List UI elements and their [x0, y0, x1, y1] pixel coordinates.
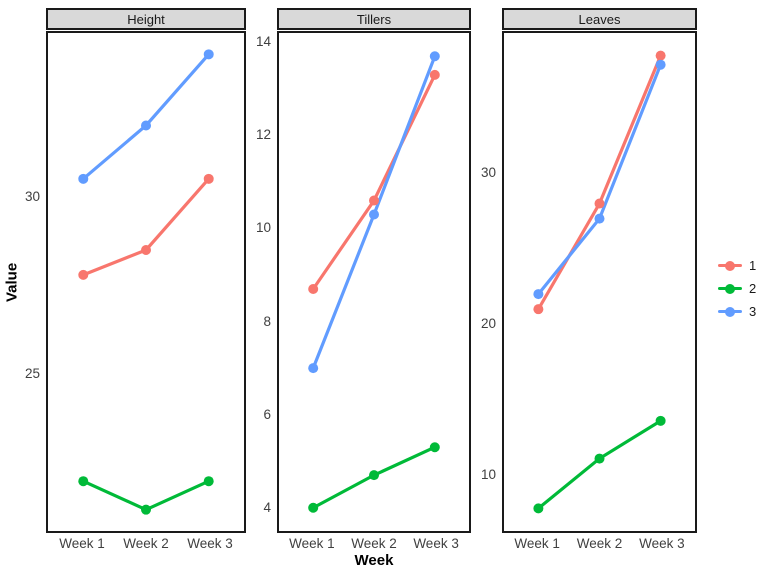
- data-point-3: [78, 173, 89, 184]
- facet-strip-tillers: Tillers: [277, 8, 471, 30]
- legend-key-dot: [725, 260, 735, 271]
- data-point-3: [141, 120, 151, 131]
- data-point-2: [308, 502, 319, 513]
- y-tick-label: 10: [255, 220, 271, 236]
- legend-item-3: 3: [718, 304, 772, 319]
- data-point-1: [141, 244, 151, 255]
- x-tick-label: Week 3: [639, 536, 685, 551]
- x-axis-title: Week: [354, 552, 394, 569]
- data-point-1: [369, 195, 379, 206]
- legend-item-label: 1: [749, 258, 757, 273]
- plot-panel-tillers: [277, 31, 471, 533]
- y-tick-label: 30: [24, 188, 40, 204]
- legend-key-icon: [718, 282, 742, 296]
- data-point-2: [141, 504, 151, 515]
- x-tick-label: Week 1: [514, 536, 560, 551]
- data-point-1: [308, 283, 319, 294]
- data-point-1: [594, 198, 605, 209]
- legend-item-label: 2: [749, 281, 757, 296]
- y-tick-label: 20: [480, 316, 496, 332]
- data-point-2: [203, 476, 214, 487]
- data-point-2: [533, 503, 544, 514]
- data-point-1: [655, 50, 666, 61]
- data-point-3: [655, 59, 666, 70]
- y-axis-title: Value: [3, 262, 21, 302]
- plot-panel-height: [46, 31, 246, 533]
- data-point-3: [369, 209, 379, 220]
- x-tick-label: Week 2: [351, 536, 397, 551]
- x-tick-label: Week 1: [289, 536, 335, 551]
- y-tick-label: 8: [263, 313, 271, 329]
- series-line-3: [81, 52, 211, 181]
- plot-panel-leaves: [502, 31, 697, 533]
- data-point-3: [308, 363, 319, 374]
- y-tick-label: 25: [24, 366, 40, 382]
- facet-strip-label: Tillers: [356, 11, 392, 27]
- data-point-3: [533, 289, 544, 300]
- data-point-3: [429, 51, 440, 62]
- data-point-3: [203, 49, 214, 60]
- legend-item-1: 1: [718, 258, 772, 273]
- facet-strip-label: Height: [127, 11, 165, 27]
- data-point-3: [594, 213, 605, 224]
- data-point-2: [655, 415, 666, 426]
- facet-strip-label: Leaves: [578, 11, 621, 27]
- data-point-2: [78, 476, 89, 487]
- data-point-2: [594, 453, 605, 464]
- data-point-2: [369, 470, 379, 481]
- y-tick-label: 10: [480, 467, 496, 483]
- x-tick-label: Week 2: [123, 536, 169, 551]
- data-point-2: [429, 442, 440, 453]
- panel-canvas-tillers: [308, 51, 440, 513]
- data-point-1: [78, 269, 89, 280]
- series-line-1: [81, 177, 211, 277]
- y-tick-label: 12: [255, 127, 271, 143]
- legend-item-2: 2: [718, 281, 772, 296]
- data-point-1: [429, 69, 440, 80]
- legend: 1 2 3: [718, 0, 772, 577]
- facet-strip-height: Height: [46, 8, 246, 30]
- x-tick-label: Week 1: [59, 536, 105, 551]
- y-tick-label: 6: [263, 406, 271, 422]
- legend-item-label: 3: [749, 304, 757, 319]
- x-tick-label: Week 2: [576, 536, 623, 551]
- facet-strip-leaves: Leaves: [502, 8, 697, 30]
- legend-key-icon: [718, 259, 742, 273]
- data-point-1: [203, 173, 214, 184]
- panel-canvas-height: [78, 49, 214, 515]
- legend-key-icon: [718, 305, 742, 319]
- legend-key-dot: [725, 283, 735, 294]
- panel-canvas-leaves: [533, 50, 666, 514]
- series-line-2: [536, 419, 663, 510]
- y-tick-label: 4: [263, 499, 271, 515]
- y-tick-label: 30: [480, 165, 496, 181]
- y-tick-label: 14: [255, 34, 271, 50]
- legend-key-dot: [725, 306, 735, 317]
- x-tick-label: Week 3: [413, 536, 459, 551]
- data-point-1: [533, 304, 544, 315]
- x-tick-label: Week 3: [187, 536, 233, 551]
